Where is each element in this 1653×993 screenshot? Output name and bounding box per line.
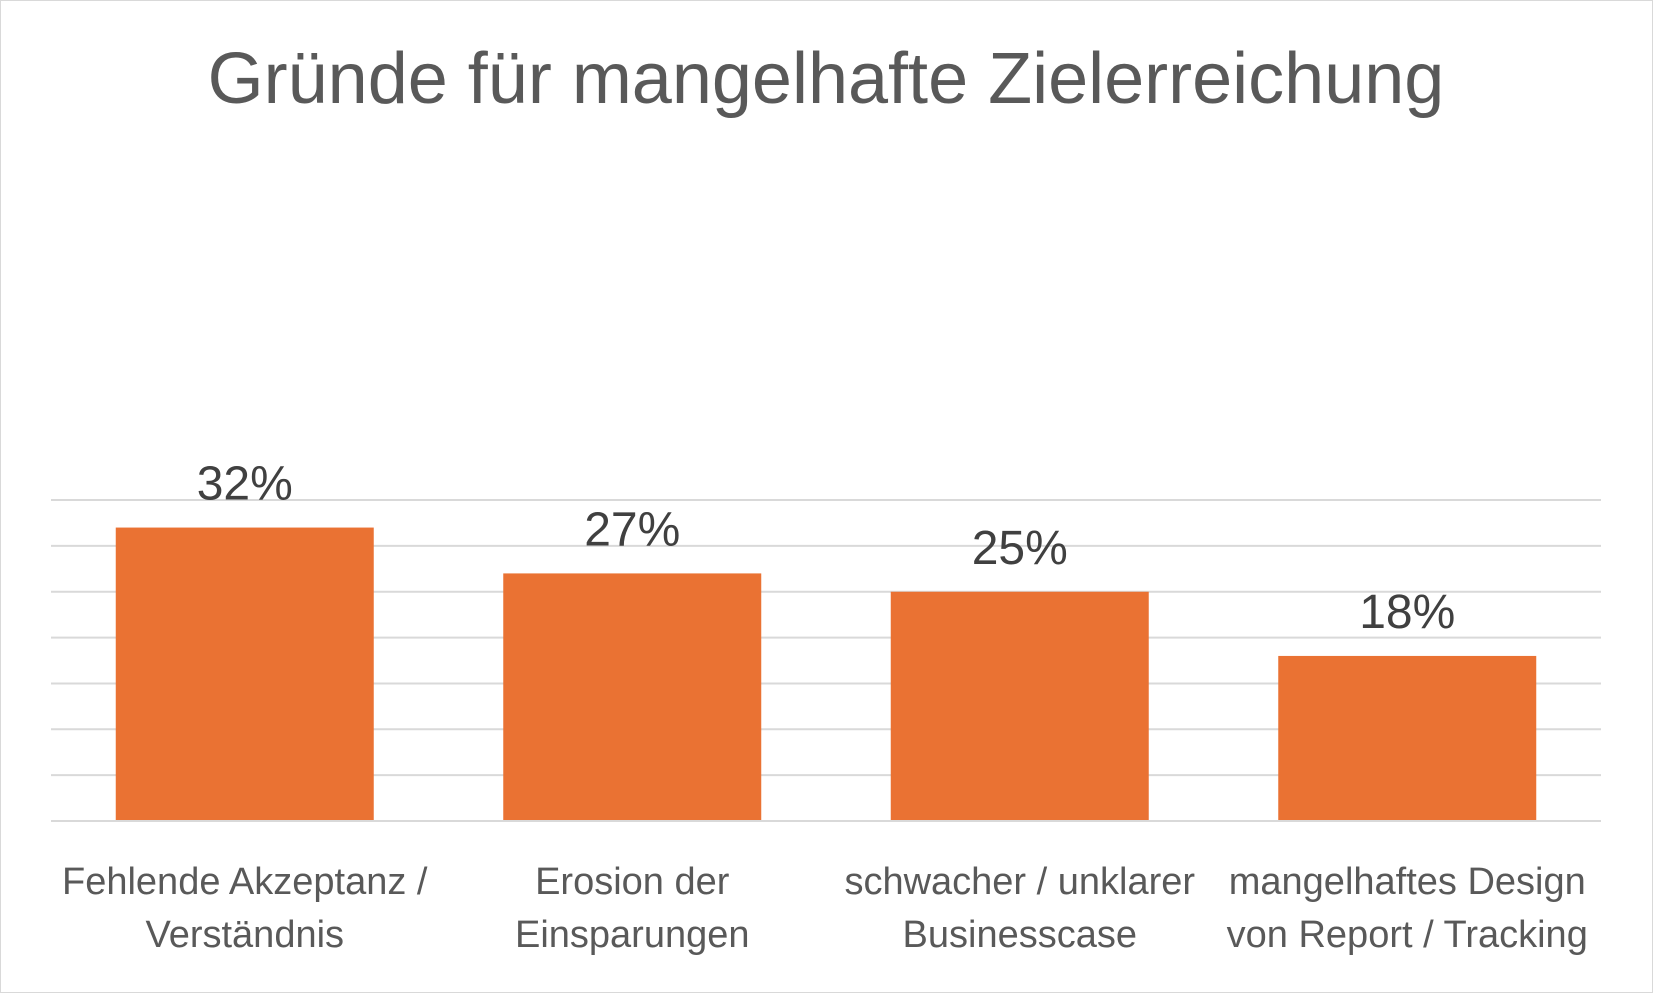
data-label: 32% <box>197 458 293 511</box>
category-label: von Report / Tracking <box>1227 914 1588 956</box>
data-label: 18% <box>1359 586 1455 639</box>
category-label: Einsparungen <box>515 914 750 956</box>
data-label: 25% <box>972 522 1068 575</box>
bar <box>115 527 374 821</box>
chart-title: Gründe für mangelhafte Zielerreichung <box>208 39 1445 119</box>
bar <box>503 573 762 821</box>
category-label: mangelhaftes Design <box>1229 861 1586 903</box>
data-label: 27% <box>584 503 680 556</box>
bars <box>115 527 1537 821</box>
data-labels: 32% 27% 25% 18% <box>197 458 1456 639</box>
bar <box>890 591 1149 821</box>
bar <box>1278 655 1537 821</box>
category-label: Verständnis <box>145 914 344 956</box>
category-label: Fehlende Akzeptanz / <box>62 861 428 903</box>
category-label: Businesscase <box>903 914 1137 956</box>
category-labels: Fehlende Akzeptanz / Verständnis Erosion d… <box>62 861 1588 956</box>
category-label: schwacher / unklarer <box>844 861 1195 903</box>
category-label: Erosion der <box>535 861 730 903</box>
